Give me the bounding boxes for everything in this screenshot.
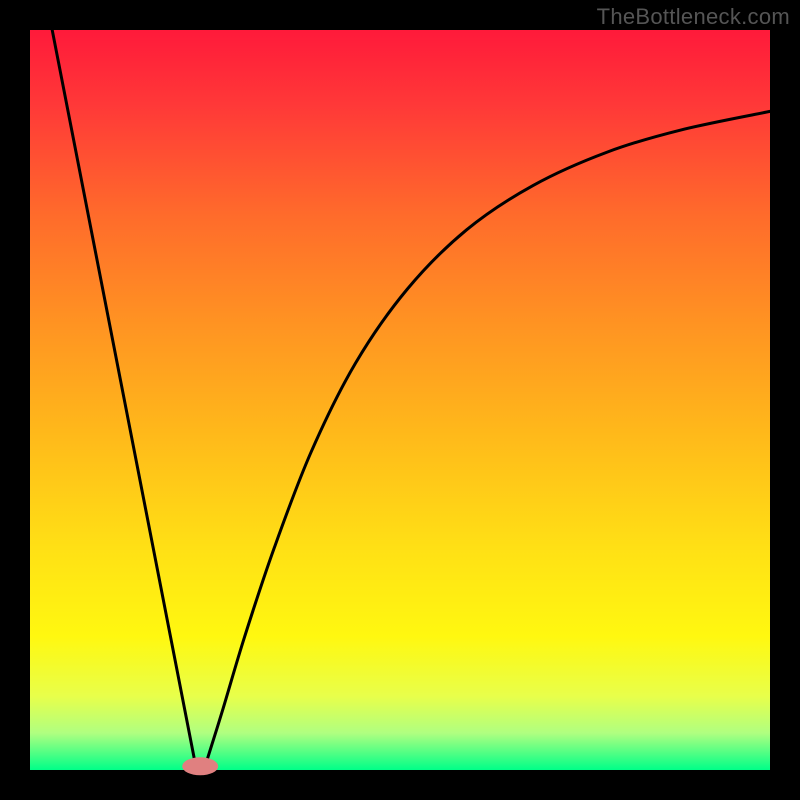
chart-svg <box>0 0 800 800</box>
bottleneck-chart: TheBottleneck.com <box>0 0 800 800</box>
watermark-text: TheBottleneck.com <box>597 4 790 30</box>
optimal-point-marker <box>182 757 218 775</box>
chart-gradient-background <box>30 30 770 770</box>
